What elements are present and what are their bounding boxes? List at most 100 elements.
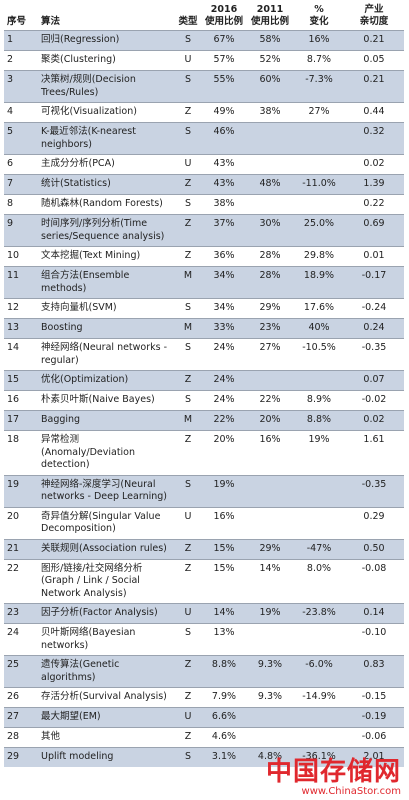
table-cell <box>246 194 294 215</box>
table-row: 26 存活分析(Survival Analysis) Z 7.9% 9.3% -14.9%… <box>4 687 404 708</box>
table-row: 28 其他 Z 4.6% -0.06 <box>4 727 404 748</box>
table-cell: 7.9% <box>202 687 246 708</box>
table-cell: 决策树/规则(Decision Trees/Rules) <box>38 70 174 103</box>
header-cell: % 变化 <box>294 2 344 31</box>
table-row: 20 奇异值分解(Singular Value Decomposition) U 16… <box>4 506 404 539</box>
table-container: 序号 算法 类型 2016 使用比例 2011 使用比例% 变化 产业 亲切度 1 回归(Regre… <box>4 2 404 767</box>
table-row: 16 朴素贝叶斯(Naive Bayes) S 24% 22% 8.9% -0.02 <box>4 390 404 411</box>
watermark-title: 中国存储网 <box>265 757 401 787</box>
table-cell: 22% <box>246 390 294 411</box>
table-cell <box>246 370 294 391</box>
table-cell: 25 <box>4 655 38 688</box>
table-cell: 统计(Statistics) <box>38 174 174 195</box>
table-cell: 14% <box>246 558 294 604</box>
table-cell: M <box>174 410 202 431</box>
table-cell: Uplift modeling <box>38 747 174 767</box>
table-cell: 34% <box>202 266 246 299</box>
table-row: 5 K-最近邻法(K-nearest neighbors) S 46% 0.32 <box>4 122 404 155</box>
table-cell: 8.7% <box>294 50 344 71</box>
table-cell: 时间序列/序列分析(Time series/Sequence analysis) <box>38 214 174 247</box>
table-cell: 0.07 <box>344 370 404 391</box>
table-cell: 37% <box>202 214 246 247</box>
header-cell: 算法 <box>38 2 174 31</box>
table-row: 6 主成分分析(PCA) U 43% 0.02 <box>4 154 404 175</box>
table-cell: -0.15 <box>344 687 404 708</box>
table-cell: 3.1% <box>202 747 246 767</box>
header-text: 序号 <box>7 16 27 27</box>
header-row: 序号 算法 类型 2016 使用比例 2011 使用比例% 变化 产业 亲切度 <box>4 2 404 31</box>
table-cell: 26 <box>4 687 38 708</box>
table-cell: 29 <box>4 747 38 767</box>
table-cell: 0.02 <box>344 410 404 431</box>
table-cell: -0.17 <box>344 266 404 299</box>
header-text: 算法 <box>41 16 61 27</box>
table-cell: -7.3% <box>294 70 344 103</box>
table-cell: Z <box>174 655 202 688</box>
table-cell: 60% <box>246 70 294 103</box>
table-cell <box>246 154 294 175</box>
table-cell: U <box>174 707 202 728</box>
header-text: 使用比例 <box>250 16 289 27</box>
table-cell: Z <box>174 174 202 195</box>
table-cell: 20% <box>202 430 246 475</box>
table-cell: -14.9% <box>294 687 344 708</box>
table-cell: 43% <box>202 174 246 195</box>
table-cell: 11 <box>4 266 38 299</box>
table-cell: 38% <box>202 194 246 215</box>
table-cell: 随机森林(Random Forests) <box>38 194 174 215</box>
header-cell: 2011 使用比例 <box>246 2 294 31</box>
table-row: 2 聚类(Clustering) U 57% 52% 8.7% 0.05 <box>4 50 404 71</box>
header-cell: 2016 使用比例 <box>202 2 246 31</box>
table-cell: 图形/链接/社交网络分析(Graph / Link / Social Netwo… <box>38 558 174 604</box>
table-cell: -47% <box>294 538 344 559</box>
table-cell <box>294 194 344 215</box>
table-cell: 8.8% <box>202 655 246 688</box>
table-cell <box>246 474 294 507</box>
table-cell: 29% <box>246 298 294 319</box>
table-cell: 8.9% <box>294 390 344 411</box>
table-row: 11 组合方法(Ensemble methods) M 34% 28% 18.9% -0.1… <box>4 266 404 299</box>
table-cell: M <box>174 266 202 299</box>
table-cell: Z <box>174 687 202 708</box>
header-cell: 序号 <box>4 2 38 31</box>
table-cell: 28 <box>4 727 38 748</box>
table-cell: 0.24 <box>344 318 404 339</box>
table-body: 1 回归(Regression) S 67% 58% 16% 0.21 2 聚类(Cluster… <box>4 30 404 767</box>
table-cell: 14% <box>202 603 246 624</box>
table-cell <box>294 727 344 748</box>
table-cell: 24% <box>202 370 246 391</box>
table-cell: Bagging <box>38 410 174 431</box>
table-cell: Z <box>174 370 202 391</box>
table-cell: U <box>174 603 202 624</box>
table-cell: 22% <box>202 410 246 431</box>
table-cell: 14 <box>4 338 38 371</box>
table-cell: 因子分析(Factor Analysis) <box>38 603 174 624</box>
table-cell: 43% <box>202 154 246 175</box>
watermark-url: www.ChinaStor.com <box>301 786 401 797</box>
table-cell: 聚类(Clustering) <box>38 50 174 71</box>
table-cell: 13 <box>4 318 38 339</box>
table-cell: 4.6% <box>202 727 246 748</box>
table-cell: 奇异值分解(Singular Value Decomposition) <box>38 506 174 539</box>
table-cell: -0.08 <box>344 558 404 604</box>
table-cell: K-最近邻法(K-nearest neighbors) <box>38 122 174 155</box>
table-cell: S <box>174 390 202 411</box>
table-cell: 回归(Regression) <box>38 30 174 51</box>
table-row: 18 异常检测(Anomaly/Deviation detection) Z 20% 1… <box>4 430 404 475</box>
table-cell: 46% <box>202 122 246 155</box>
table-cell: 67% <box>202 30 246 51</box>
watermark: 中国存储网 www.ChinaStor.com <box>266 758 401 798</box>
table-cell: -11.0% <box>294 174 344 195</box>
table-cell: 15% <box>202 558 246 604</box>
table-cell: -0.19 <box>344 707 404 728</box>
table-cell: 34% <box>202 298 246 319</box>
table-cell <box>294 154 344 175</box>
table-cell <box>294 506 344 539</box>
table-cell: 30% <box>246 214 294 247</box>
table-cell: 27% <box>294 102 344 123</box>
table-cell: -0.02 <box>344 390 404 411</box>
header-text: 变化 <box>309 16 329 27</box>
table-cell <box>294 122 344 155</box>
table-cell: 0.21 <box>344 70 404 103</box>
table-cell: -0.10 <box>344 623 404 656</box>
